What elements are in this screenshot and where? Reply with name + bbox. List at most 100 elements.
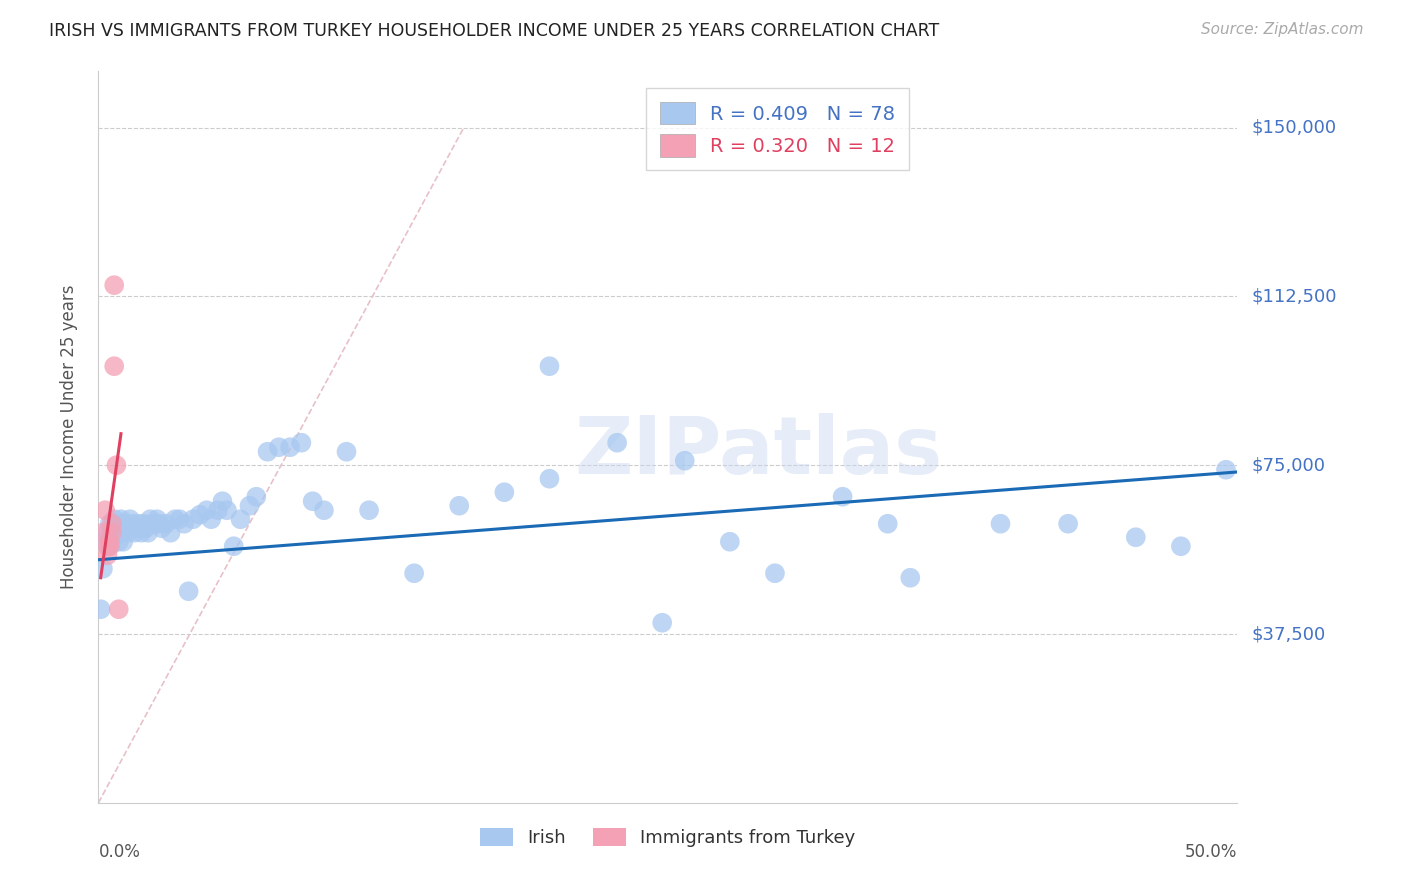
Point <box>763 566 786 581</box>
Point <box>229 512 252 526</box>
Point <box>990 516 1012 531</box>
Point <box>103 521 125 535</box>
Point <box>181 512 204 526</box>
Point <box>132 516 155 531</box>
Point <box>107 602 129 616</box>
Point <box>98 516 121 531</box>
Point <box>136 525 159 540</box>
Point <box>121 516 143 531</box>
Point <box>91 562 114 576</box>
Point <box>101 525 124 540</box>
Point <box>159 525 181 540</box>
Point <box>256 444 278 458</box>
Point <box>538 359 561 374</box>
Point <box>112 516 135 531</box>
Point <box>98 539 121 553</box>
Point <box>129 525 152 540</box>
Point <box>238 499 260 513</box>
Point <box>110 525 132 540</box>
Point <box>94 534 117 549</box>
Point <box>290 435 312 450</box>
Text: 0.0%: 0.0% <box>98 843 141 861</box>
Point <box>105 516 128 531</box>
Point <box>143 516 166 531</box>
Text: $37,500: $37,500 <box>1251 625 1326 643</box>
Point <box>96 539 118 553</box>
Point <box>96 548 118 562</box>
Point <box>173 516 195 531</box>
Point <box>245 490 267 504</box>
Point <box>876 516 898 531</box>
Point <box>94 503 117 517</box>
Point <box>114 521 136 535</box>
Point <box>831 490 853 504</box>
Point <box>195 503 218 517</box>
Text: IRISH VS IMMIGRANTS FROM TURKEY HOUSEHOLDER INCOME UNDER 25 YEARS CORRELATION CH: IRISH VS IMMIGRANTS FROM TURKEY HOUSEHOL… <box>49 22 939 40</box>
Point <box>211 494 233 508</box>
Point <box>207 503 229 517</box>
Point <box>606 435 628 450</box>
Point <box>312 503 335 517</box>
Point <box>90 602 112 616</box>
Point <box>112 534 135 549</box>
Point <box>96 525 118 540</box>
Point <box>177 584 200 599</box>
Text: Source: ZipAtlas.com: Source: ZipAtlas.com <box>1201 22 1364 37</box>
Point <box>898 571 921 585</box>
Point <box>188 508 211 522</box>
Legend: Irish, Immigrants from Turkey: Irish, Immigrants from Turkey <box>471 819 865 856</box>
Point <box>673 453 696 467</box>
Text: 50.0%: 50.0% <box>1185 843 1237 861</box>
Point <box>105 458 128 473</box>
Point <box>538 472 561 486</box>
Point <box>141 516 163 531</box>
Point <box>110 512 132 526</box>
Point <box>215 503 238 517</box>
Point <box>169 512 191 526</box>
Text: $75,000: $75,000 <box>1251 456 1326 475</box>
Y-axis label: Householder Income Under 25 years: Householder Income Under 25 years <box>59 285 77 590</box>
Point <box>139 512 162 526</box>
Point <box>718 534 741 549</box>
Point <box>335 444 357 458</box>
Point <box>1125 530 1147 544</box>
Point <box>105 525 128 540</box>
Point <box>200 512 222 526</box>
Point <box>301 494 323 508</box>
Point <box>103 359 125 374</box>
Point <box>101 525 124 540</box>
Point <box>124 525 146 540</box>
Point <box>101 516 124 531</box>
Text: ZIPatlas: ZIPatlas <box>575 413 943 491</box>
Point <box>222 539 245 553</box>
Point <box>449 499 471 513</box>
Point <box>651 615 673 630</box>
Point <box>125 521 148 535</box>
Point <box>1215 463 1237 477</box>
Point <box>494 485 516 500</box>
Point <box>98 534 121 549</box>
Point <box>128 516 150 531</box>
Point <box>118 512 141 526</box>
Point <box>98 539 121 553</box>
Point <box>404 566 426 581</box>
Point <box>146 512 169 526</box>
Point <box>1170 539 1192 553</box>
Point <box>91 525 114 540</box>
Point <box>278 440 301 454</box>
Point <box>103 278 125 293</box>
Point <box>107 534 129 549</box>
Point <box>357 503 380 517</box>
Point <box>165 512 187 526</box>
Point <box>1057 516 1080 531</box>
Point <box>150 521 173 535</box>
Point <box>107 521 129 535</box>
Text: $150,000: $150,000 <box>1251 119 1336 136</box>
Point <box>267 440 290 454</box>
Point <box>101 534 124 549</box>
Point <box>103 512 125 526</box>
Point <box>155 516 177 531</box>
Point <box>148 516 170 531</box>
Point <box>117 525 139 540</box>
Text: $112,500: $112,500 <box>1251 287 1337 305</box>
